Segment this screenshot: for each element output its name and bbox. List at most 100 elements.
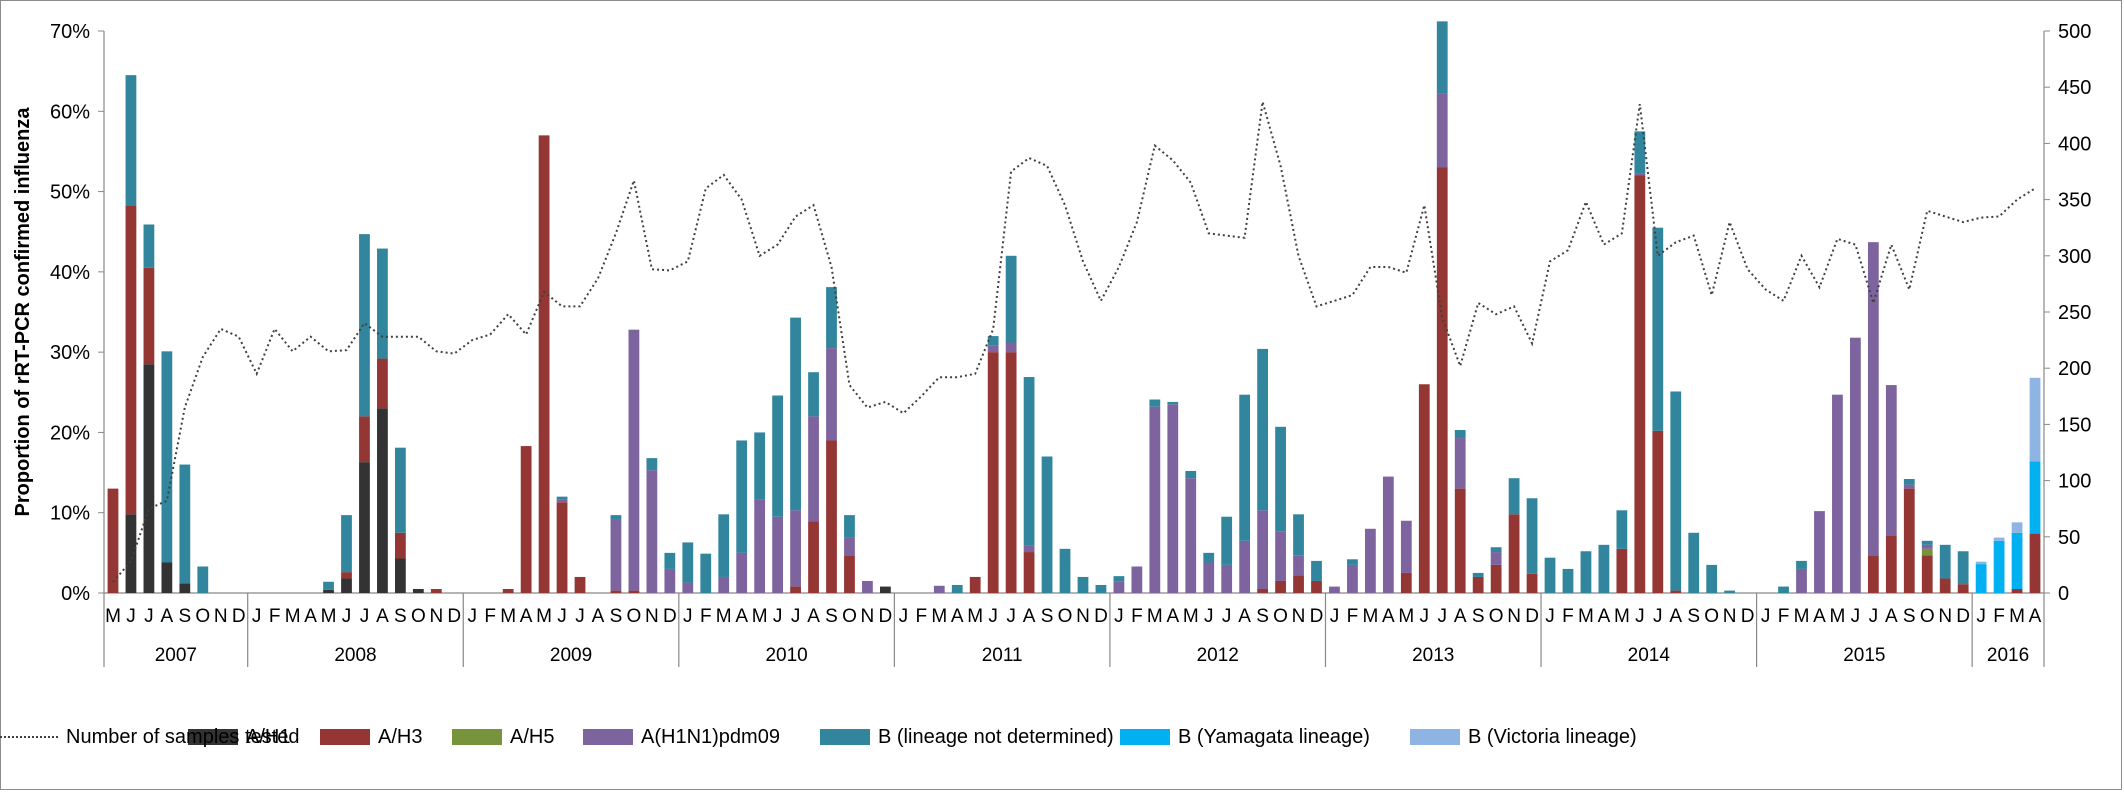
y-tick-label: 50% xyxy=(50,182,90,204)
bar-a-h3 xyxy=(520,446,532,593)
bar-a-h3 xyxy=(556,502,568,593)
bar-b-lineage-not-determined xyxy=(1796,560,1807,569)
month-label: F xyxy=(1131,606,1143,627)
bar-a-h3 xyxy=(790,586,801,593)
bar-a-h3 xyxy=(1275,580,1286,593)
month-label: D xyxy=(1094,606,1108,627)
y-tick-label: 60% xyxy=(50,101,90,123)
bar-a-h1n1-pdm09 xyxy=(1436,93,1448,168)
bar-a-h1n1-pdm09 xyxy=(754,499,766,593)
month-label: M xyxy=(1578,606,1594,627)
bar-b-lineage-not-determined xyxy=(1347,559,1358,565)
bar-a-h3 xyxy=(1526,573,1538,593)
bar-b-lineage-not-determined xyxy=(1113,576,1125,582)
legend-label: Number of samples tested xyxy=(66,725,300,748)
bar-a-h1n1-pdm09 xyxy=(1867,242,1879,556)
bar-b-lineage-not-determined xyxy=(1185,470,1197,479)
month-label: O xyxy=(1489,606,1504,627)
bar-a-h3 xyxy=(1634,175,1646,593)
bar-a-h1n1-pdm09 xyxy=(772,516,783,593)
bar-a-h1n1-pdm09 xyxy=(1005,342,1017,353)
bar-b-lineage-not-determined xyxy=(1921,540,1933,545)
month-label: J xyxy=(1204,606,1214,627)
month-label: A xyxy=(1813,606,1826,627)
bar-a-h1n1-pdm09 xyxy=(862,580,873,593)
y2-tick-label: 300 xyxy=(2058,246,2091,268)
year-label: 2011 xyxy=(982,645,1023,666)
month-label: S xyxy=(610,606,623,627)
bar-a-h1n1-pdm09 xyxy=(628,329,640,591)
bar-a-h3 xyxy=(1885,535,1897,593)
y2-tick-label: 0 xyxy=(2058,583,2069,605)
bar-a-h1n1-pdm09 xyxy=(1814,511,1825,593)
bar-b-lineage-not-determined xyxy=(1508,478,1520,515)
month-label: F xyxy=(1562,606,1574,627)
bar-a-h3 xyxy=(1490,564,1502,593)
bar-b-lineage-not-determined xyxy=(610,515,622,520)
month-label: J xyxy=(360,606,370,627)
bar-a-h3 xyxy=(538,135,550,593)
month-label: S xyxy=(1472,606,1485,627)
y-tick-label: 40% xyxy=(50,262,90,284)
bar-a-h1n1-pdm09 xyxy=(682,582,694,593)
bar-a-h3 xyxy=(1005,352,1017,593)
legend-swatch xyxy=(820,729,870,745)
bar-a-h3 xyxy=(341,572,352,579)
month-label: N xyxy=(214,606,228,627)
legend-label: A(H1N1)pdm09 xyxy=(641,725,780,748)
samples-tested-line xyxy=(112,101,2036,583)
month-label: F xyxy=(484,606,496,627)
bar-a-h3 xyxy=(1616,548,1628,593)
bar-b-lineage-not-determined xyxy=(1095,584,1107,593)
y2-tick-label: 400 xyxy=(2058,133,2091,155)
y2-tick-label: 350 xyxy=(2058,190,2091,212)
month-label: J xyxy=(144,606,154,627)
month-label: A xyxy=(1238,606,1251,627)
month-label: O xyxy=(1704,606,1719,627)
month-label: M xyxy=(105,606,121,627)
bar-a-h1n1-pdm09 xyxy=(808,416,819,522)
bar-b-lineage-not-determined xyxy=(1005,255,1017,343)
month-label: D xyxy=(663,606,677,627)
bar-a-h1n1-pdm09 xyxy=(1347,564,1358,593)
year-label: 2015 xyxy=(1843,645,1885,666)
bar-b-lineage-not-determined xyxy=(179,464,191,584)
month-label: O xyxy=(1273,606,1288,627)
legend-item: B (Yamagata lineage) xyxy=(1120,722,1370,752)
legend-item: B (lineage not determined) xyxy=(820,722,1114,752)
year-label: 2010 xyxy=(765,645,807,666)
bar-b-lineage-not-determined xyxy=(682,542,694,583)
bar-a-h1n1-pdm09 xyxy=(556,499,568,503)
bar-b-lineage-not-determined xyxy=(1149,399,1161,407)
month-label: M xyxy=(321,606,337,627)
bar-b-lineage-not-determined xyxy=(664,552,676,569)
bar-b-lineage-not-determined xyxy=(323,581,334,590)
month-label: A xyxy=(1382,606,1395,627)
bar-b-yamagata-lineage xyxy=(1993,540,2005,593)
month-label: M xyxy=(2009,606,2025,627)
month-label: M xyxy=(716,606,732,627)
month-label: D xyxy=(232,606,246,627)
legend-item: A(H1N1)pdm09 xyxy=(583,722,780,752)
month-label: S xyxy=(1687,606,1700,627)
month-label: F xyxy=(269,606,281,627)
bar-b-lineage-not-determined xyxy=(161,351,173,563)
month-label: M xyxy=(1398,606,1414,627)
bar-b-lineage-not-determined xyxy=(1023,377,1035,546)
bar-b-lineage-not-determined xyxy=(1526,498,1538,574)
bar-b-lineage-not-determined xyxy=(1239,394,1251,541)
legend-label: A/H1 xyxy=(246,725,291,748)
bar-a-h1n1-pdm09 xyxy=(1382,476,1394,593)
month-label: O xyxy=(411,606,426,627)
bar-a-h1n1-pdm09 xyxy=(646,470,658,593)
bar-a-h1n1-pdm09 xyxy=(718,576,730,593)
bar-a-h1n1-pdm09 xyxy=(1329,586,1340,593)
month-label: S xyxy=(1041,606,1054,627)
month-label: A xyxy=(1454,606,1467,627)
bar-b-lineage-not-determined xyxy=(1616,510,1628,549)
bar-b-lineage-not-determined xyxy=(1544,557,1556,593)
bar-a-h3 xyxy=(1293,575,1304,593)
bar-a-h3 xyxy=(502,588,514,593)
bar-a-h3 xyxy=(395,532,406,559)
bar-a-h1n1-pdm09 xyxy=(987,345,999,353)
